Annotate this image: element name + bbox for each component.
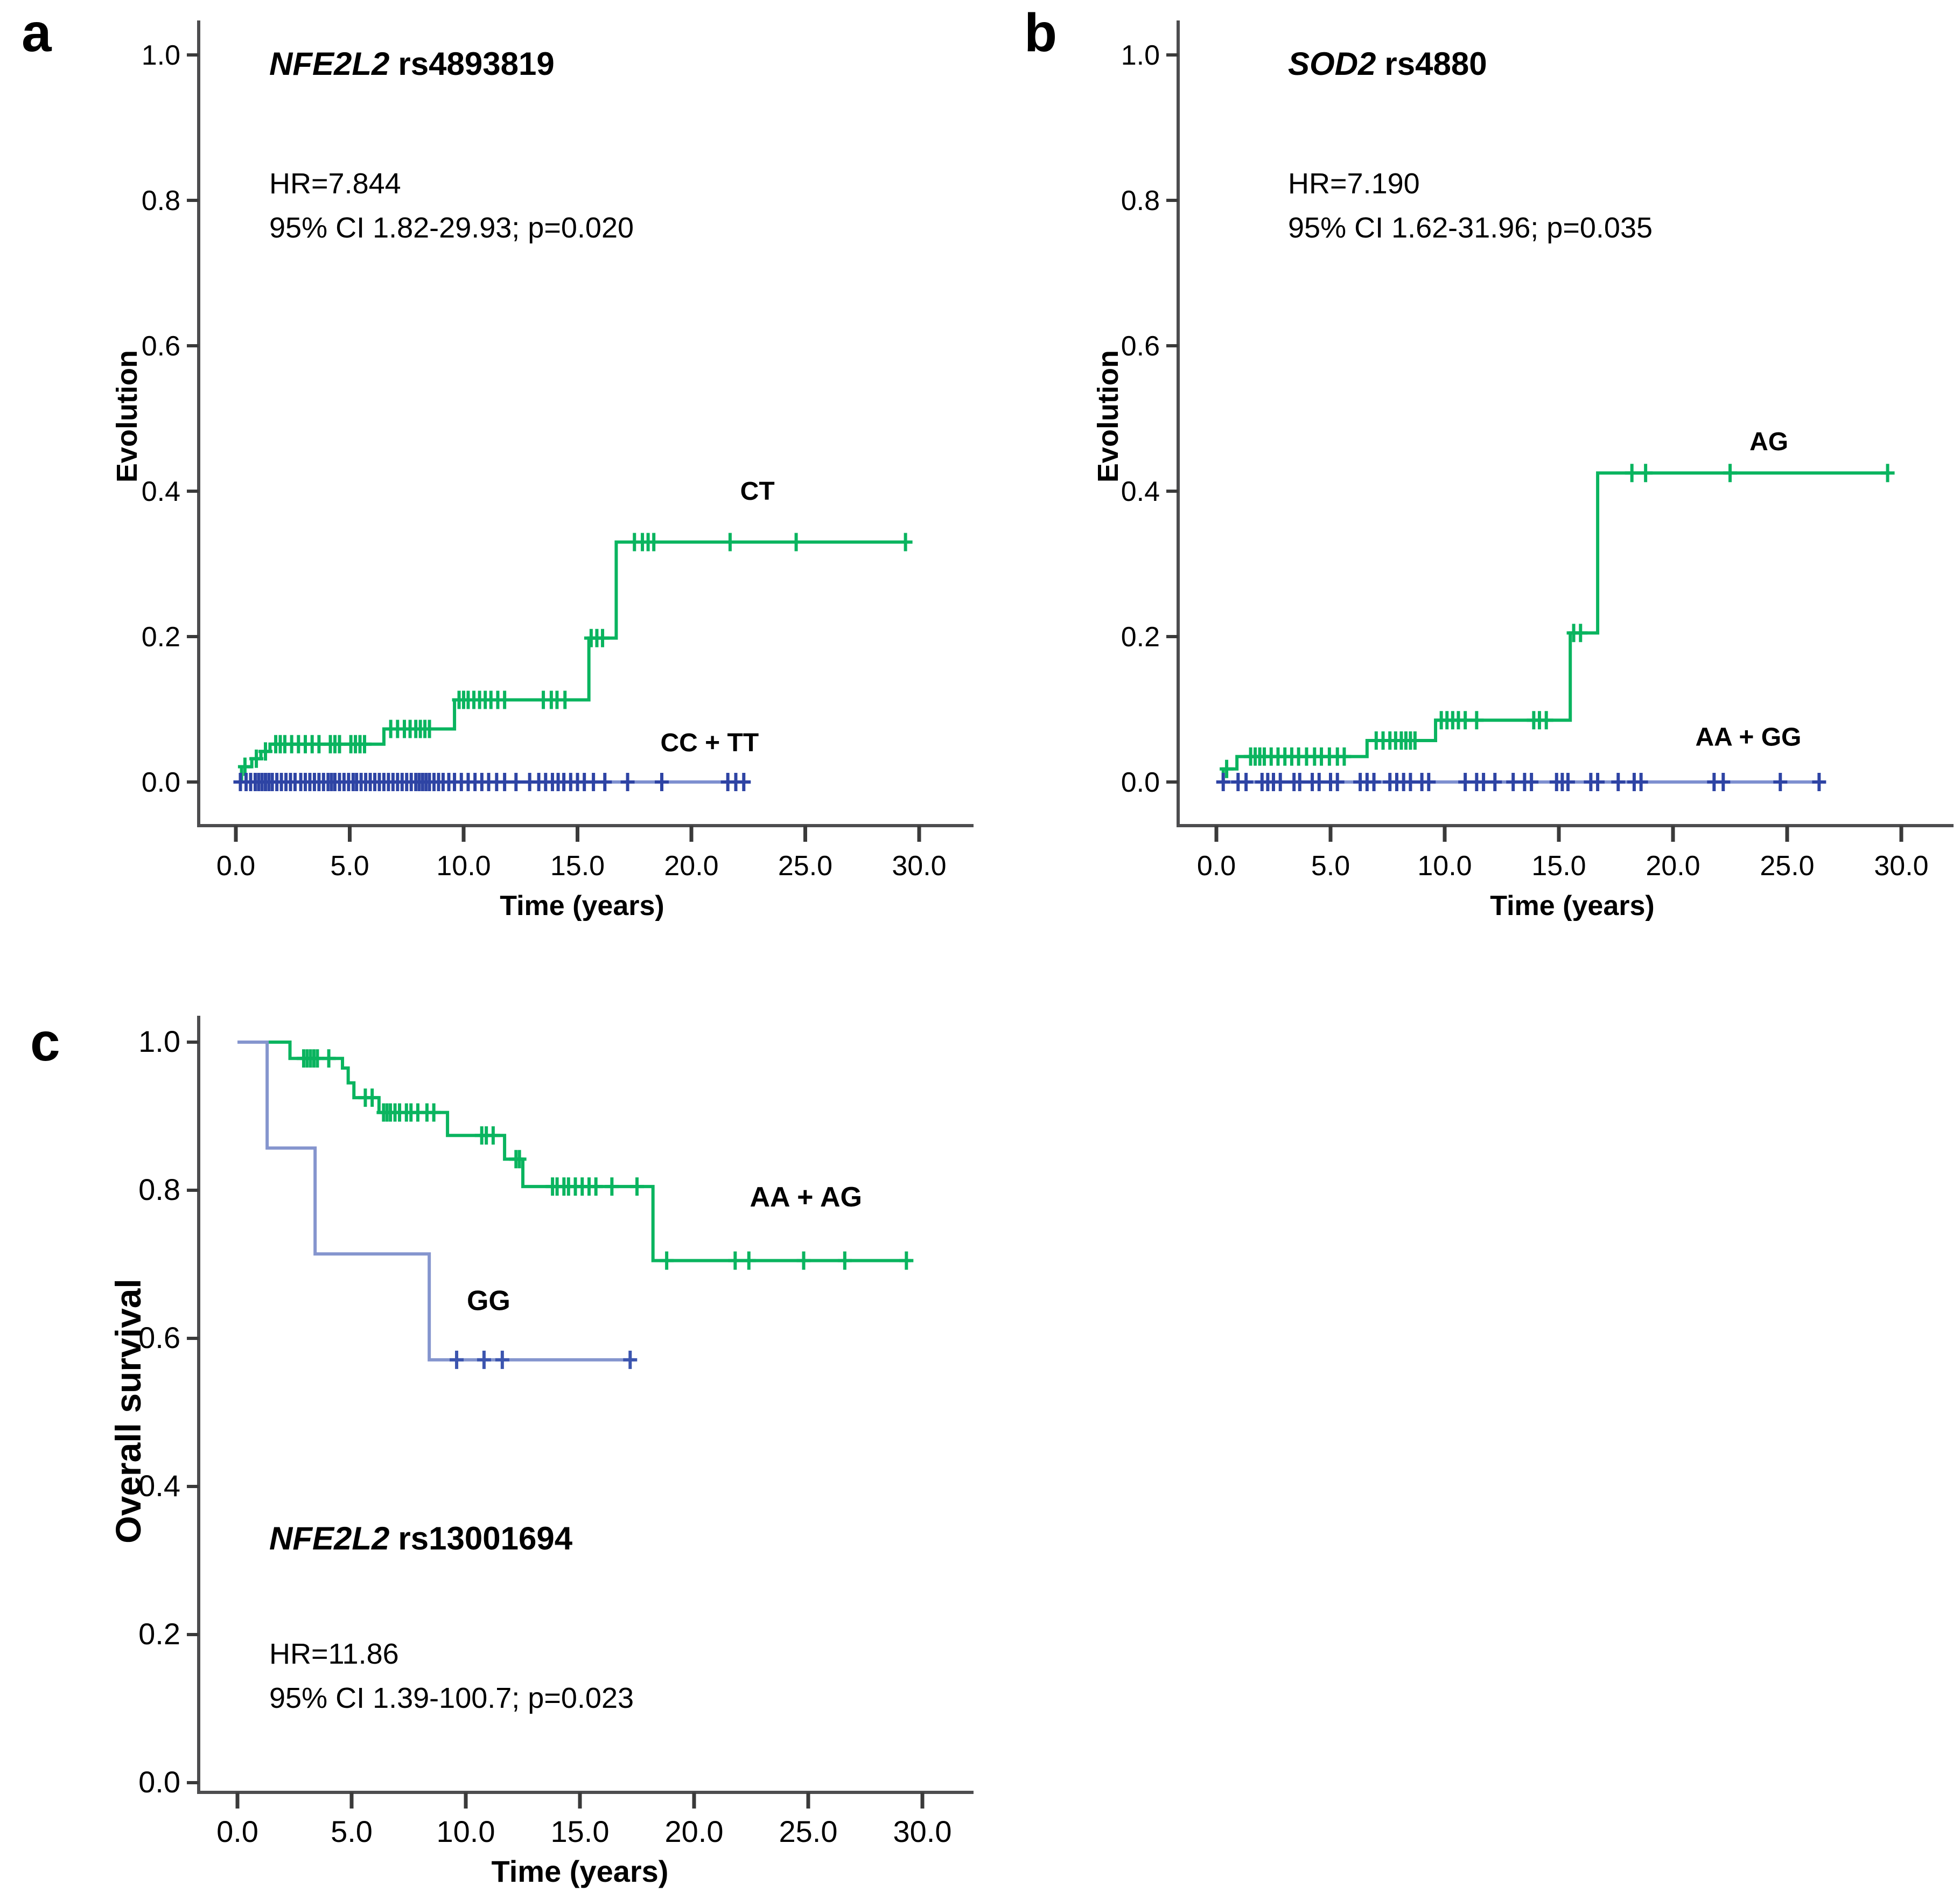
panel-b-hr: HR=7.190 [1288,167,1420,200]
panel-a-hr: HR=7.844 [269,167,401,200]
panel-a-gene: NFE2L2 [269,46,390,82]
panel-c-title: NFE2L2 rs13001694 [269,1520,572,1557]
panel-c-hr: HR=11.86 [269,1638,399,1670]
panel-b-plot: 0.0 0.2 0.4 0.6 0.8 1.0 0.0 5.0 10.0 15.0 20.0 25.0… [1121,20,1954,882]
x-tick-label: 20.0 [664,850,718,882]
km-curve-c-AA+AG [237,1041,911,1262]
censor-marks-c-AA+AG [296,1049,914,1270]
panel-c-axes [197,1016,974,1794]
panel-b-gene: SOD2 [1288,46,1376,82]
x-tick-label: 5.0 [330,850,369,882]
y-tick-label: 0.8 [138,1172,180,1206]
x-tick-label: 30.0 [1874,850,1928,882]
y-tick-label: 0.2 [138,1617,180,1651]
x-tick-label: 30.0 [892,850,946,882]
x-tick-label: 0.0 [1197,850,1236,882]
x-tick-label: 15.0 [1531,850,1586,882]
censor-marks-c-GG [450,1350,638,1369]
y-tick-label: 0.4 [1121,476,1160,507]
panel-a-ci: 95% CI 1.82-29.93; p=0.020 [269,212,634,244]
x-tick-label: 0.0 [216,850,255,882]
panel-c-ci: 95% CI 1.39-100.7; p=0.023 [269,1682,634,1714]
y-tick-label: 0.2 [142,622,180,653]
y-tick-label: 0.2 [1121,622,1160,653]
panel-b-variant: rs4880 [1384,46,1487,82]
series-label-b-AG: AG [1749,428,1788,456]
y-tick-label: 1.0 [138,1024,180,1058]
x-tick-label: 30.0 [893,1814,952,1848]
panel-a-letter: a [22,3,52,63]
x-tick-label: 5.0 [331,1814,373,1848]
panel-c-xlabel: Time (years) [491,1854,669,1888]
panel-a-xlabel: Time (years) [500,890,664,921]
panel-a-variant: rs4893819 [398,46,555,82]
panel-c-gene: NFE2L2 [269,1520,390,1556]
x-tick-label: 15.0 [550,850,605,882]
y-tick-label: 0.6 [1121,331,1160,362]
panel-b-xlabel: Time (years) [1490,890,1655,921]
panel-a-axes [197,20,974,827]
y-tick-label: 1.0 [142,40,180,71]
km-curve-c-GG [237,1041,635,1362]
y-tick-label: 0.4 [138,1469,180,1503]
x-tick-label: 5.0 [1311,850,1350,882]
x-tick-label: 25.0 [778,850,832,882]
x-tick-label: 10.0 [1417,850,1472,882]
series-label-a-CT: CT [740,477,775,506]
censor-marks-b-AA+GG [1216,773,1826,791]
y-tick-label: 0.6 [138,1321,180,1355]
y-tick-label: 0.0 [142,767,180,798]
panel-b-letter: b [1024,3,1058,63]
series-label-c-AA+AG: AA + AG [750,1182,863,1213]
panel-b-axes [1177,20,1954,827]
y-tick-label: 0.0 [138,1765,180,1799]
x-tick-label: 10.0 [436,850,491,882]
x-tick-label: 10.0 [437,1814,495,1848]
series-label-b-AA+GG: AA + GG [1695,723,1801,751]
censor-marks-b-AG [1220,464,1895,778]
censor-marks-a-CT [237,533,913,776]
panel-c-letter: c [30,1012,60,1072]
y-tick-label: 0.0 [1121,767,1160,798]
x-tick-label: 0.0 [216,1814,258,1848]
censor-marks-a-CC+TT [233,773,751,791]
y-tick-label: 0.4 [142,476,180,507]
panel-c-variant: rs13001694 [398,1520,573,1556]
panel-c-ylabel: Overall survival [108,1279,148,1544]
panel-a-plot: 0.0 0.2 0.4 0.6 0.8 1.0 0.0 5.0 10.0 15.0 20.0 25.0… [142,20,974,882]
panel-a-ylabel: Evolution [111,350,143,483]
x-tick-label: 20.0 [1646,850,1700,882]
series-label-a-CC+TT: CC + TT [661,729,759,757]
panel-a-title: NFE2L2 rs4893819 [269,45,555,82]
y-tick-label: 0.8 [142,185,180,217]
y-tick-label: 0.6 [142,331,180,362]
panel-c-plot: 0.0 0.2 0.4 0.6 0.8 1.0 0.0 5.0 10.0 15.0 20.0 25.0… [138,1016,974,1848]
panel-b-ylabel: Evolution [1092,350,1124,483]
y-tick-label: 1.0 [1121,40,1160,71]
x-tick-label: 15.0 [551,1814,610,1848]
y-tick-label: 0.8 [1121,185,1160,217]
series-label-c-GG: GG [467,1285,510,1316]
x-tick-label: 25.0 [779,1814,838,1848]
panel-b-title: SOD2 rs4880 [1288,45,1487,82]
x-tick-label: 25.0 [1760,850,1814,882]
panel-b-ci: 95% CI 1.62-31.96; p=0.035 [1288,212,1653,244]
x-tick-label: 20.0 [665,1814,724,1848]
